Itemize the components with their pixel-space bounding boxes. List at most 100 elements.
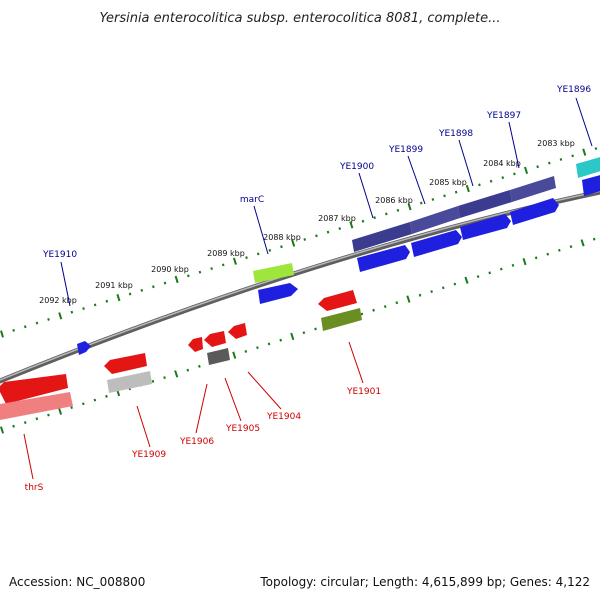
gene-bar-YE1897[interactable] <box>510 176 556 202</box>
scale-tick <box>93 398 97 402</box>
gene-label-YE1905[interactable]: YE1905 <box>225 424 260 434</box>
scale-tick <box>82 307 85 310</box>
scale-tick <box>81 402 85 406</box>
gene-bar-YE1898[interactable] <box>458 190 512 218</box>
scale-tick <box>372 308 375 312</box>
gene-arrow-YE1898[interactable] <box>460 214 511 240</box>
scale-tick <box>569 245 573 249</box>
gene-label-YE1901[interactable]: YE1901 <box>346 387 381 397</box>
gene-bar-marC[interactable] <box>253 263 294 283</box>
scale-tick <box>70 310 74 314</box>
genome-summary-text: Topology: circular; Length: 4,615,899 bp… <box>259 575 590 589</box>
scale-tick <box>267 342 271 346</box>
scale-tick <box>373 216 376 220</box>
scale-tick <box>23 421 27 424</box>
gene-label-marC[interactable]: marC <box>240 195 264 205</box>
gene-arrow-YE1910[interactable] <box>77 341 91 355</box>
scale-tick <box>315 234 318 238</box>
scale-tick <box>488 271 492 275</box>
scale-tick <box>406 295 411 303</box>
gene-arrow-YE1897[interactable] <box>510 198 559 225</box>
scale-tick <box>187 274 190 278</box>
scale-tick <box>210 267 213 270</box>
scale-tick <box>140 288 144 292</box>
scale-tick <box>511 263 515 267</box>
gene-label-YE1899[interactable]: YE1899 <box>388 145 423 155</box>
scale-tick <box>70 406 73 409</box>
scale-tick <box>232 351 237 359</box>
gene-bar-YE1899[interactable] <box>410 206 460 234</box>
scale-tick <box>326 230 330 234</box>
scale-tick <box>0 330 4 338</box>
scale-tick <box>256 346 259 350</box>
scale-tick <box>290 332 295 341</box>
scale-tick <box>443 194 446 198</box>
gene-bar-YE1909[interactable] <box>107 371 152 393</box>
gene-bar-thrS[interactable] <box>0 392 73 420</box>
gene-arrow-YE1901[interactable] <box>318 290 357 311</box>
scale-tick <box>592 237 596 241</box>
gene-arrow-thrS[interactable] <box>0 374 68 404</box>
scale-tick <box>163 281 167 285</box>
scale-tick <box>513 172 516 176</box>
gene-label-YE1904[interactable]: YE1904 <box>266 412 301 422</box>
scale-tick <box>35 321 39 325</box>
scale-tick <box>280 245 283 249</box>
scale-tick <box>47 318 50 321</box>
scale-tick <box>418 293 422 297</box>
reverse-gene-labels: YE1901 YE1904 YE1905 YE1906 YE1909 thrS <box>25 387 381 493</box>
kbp-label: 2089 kbp <box>207 249 245 258</box>
gene-label-YE1910[interactable]: YE1910 <box>42 250 77 260</box>
gene-label-YE1897[interactable]: YE1897 <box>486 111 521 121</box>
gene-arrow-marC[interactable] <box>258 283 298 304</box>
scale-tick <box>303 238 307 241</box>
gene-features <box>0 156 600 420</box>
scale-tick <box>396 208 400 212</box>
scale-tick <box>268 248 272 252</box>
scale-tick <box>338 227 342 230</box>
scale-tick <box>454 190 458 194</box>
scale-tick <box>186 368 190 372</box>
gene-bar-YE1900[interactable] <box>352 222 412 252</box>
gene-arrow-YE1900[interactable] <box>357 245 410 272</box>
scale-tick <box>489 179 493 183</box>
gene-label-YE1900[interactable]: YE1900 <box>339 162 374 172</box>
gene-label-YE1896[interactable]: YE1896 <box>556 85 591 95</box>
gene-arrow-YE1899[interactable] <box>411 230 462 257</box>
scale-tick <box>174 275 179 284</box>
accession-text: Accession: NC_008800 <box>9 575 145 589</box>
gene-arrow-YE1904[interactable] <box>228 323 247 339</box>
gene-label-YE1906[interactable]: YE1906 <box>179 437 214 447</box>
gene-arrow-YE1909[interactable] <box>104 353 147 374</box>
gene-label-YE1898[interactable]: YE1898 <box>438 129 473 139</box>
scale-tick <box>198 270 202 274</box>
scale-tick <box>35 417 39 421</box>
scale-tick <box>580 239 585 247</box>
kbp-label: 2091 kbp <box>95 281 133 290</box>
gene-bar-YE1896[interactable] <box>576 156 600 178</box>
scale-tick <box>559 158 563 161</box>
scale-tick <box>499 267 503 271</box>
scale-tick <box>419 201 423 205</box>
scale-tick <box>232 257 237 265</box>
gene-bar-YE1901[interactable] <box>321 308 362 331</box>
scale-tick <box>116 294 121 302</box>
scale-tick <box>152 285 155 289</box>
gene-arrow-YE1905[interactable] <box>204 331 226 347</box>
scale-tick <box>279 338 283 342</box>
scale-tick <box>395 301 399 305</box>
scale-tick <box>536 165 539 169</box>
scale-tick <box>314 327 317 331</box>
scale-tick <box>558 248 561 252</box>
scale-tick <box>453 282 457 286</box>
gene-bar-YE1905[interactable] <box>207 348 230 365</box>
scale-tick <box>524 166 529 174</box>
scale-tick <box>0 426 5 434</box>
scale-tick <box>534 256 538 260</box>
scale-tick <box>571 154 574 158</box>
gene-arrow-YE1896[interactable] <box>582 174 600 196</box>
gene-arrow-YE1906[interactable] <box>188 337 203 352</box>
gene-label-thrS[interactable]: thrS <box>25 483 44 493</box>
gene-label-YE1909[interactable]: YE1909 <box>131 450 166 460</box>
scale-tick <box>431 198 435 201</box>
